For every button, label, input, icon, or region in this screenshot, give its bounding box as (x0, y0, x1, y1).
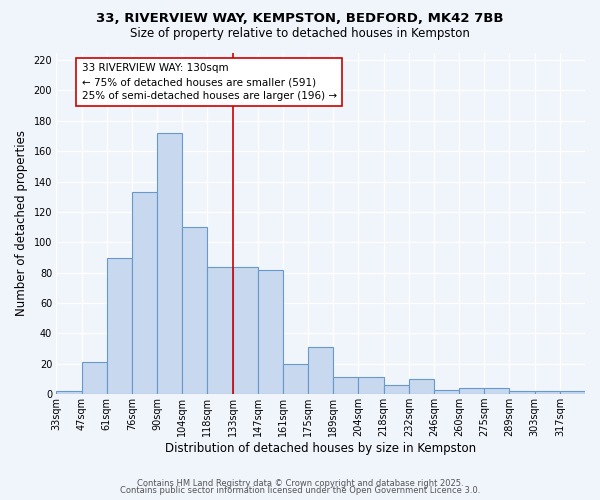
Text: Contains HM Land Registry data © Crown copyright and database right 2025.: Contains HM Land Registry data © Crown c… (137, 478, 463, 488)
Bar (434, 390, 459, 394)
Bar (358, 378, 383, 394)
Text: 33 RIVERVIEW WAY: 130sqm
← 75% of detached houses are smaller (591)
25% of semi-: 33 RIVERVIEW WAY: 130sqm ← 75% of detach… (82, 63, 337, 101)
Bar (484, 388, 509, 394)
Bar (308, 347, 333, 394)
Bar (82, 362, 107, 394)
Bar (258, 270, 283, 394)
Bar (132, 192, 157, 394)
Text: 33, RIVERVIEW WAY, KEMPSTON, BEDFORD, MK42 7BB: 33, RIVERVIEW WAY, KEMPSTON, BEDFORD, MK… (96, 12, 504, 26)
Bar (283, 364, 308, 394)
Text: Size of property relative to detached houses in Kempston: Size of property relative to detached ho… (130, 28, 470, 40)
Bar (233, 266, 258, 394)
Bar (509, 391, 535, 394)
Bar (182, 227, 208, 394)
Bar (157, 133, 182, 394)
Bar (535, 391, 560, 394)
Bar (56, 391, 82, 394)
X-axis label: Distribution of detached houses by size in Kempston: Distribution of detached houses by size … (165, 442, 476, 455)
Bar (107, 258, 132, 394)
Bar (560, 391, 585, 394)
Bar (459, 388, 484, 394)
Bar (208, 266, 233, 394)
Text: Contains public sector information licensed under the Open Government Licence 3.: Contains public sector information licen… (120, 486, 480, 495)
Y-axis label: Number of detached properties: Number of detached properties (15, 130, 28, 316)
Bar (383, 385, 409, 394)
Bar (409, 379, 434, 394)
Bar (333, 378, 358, 394)
